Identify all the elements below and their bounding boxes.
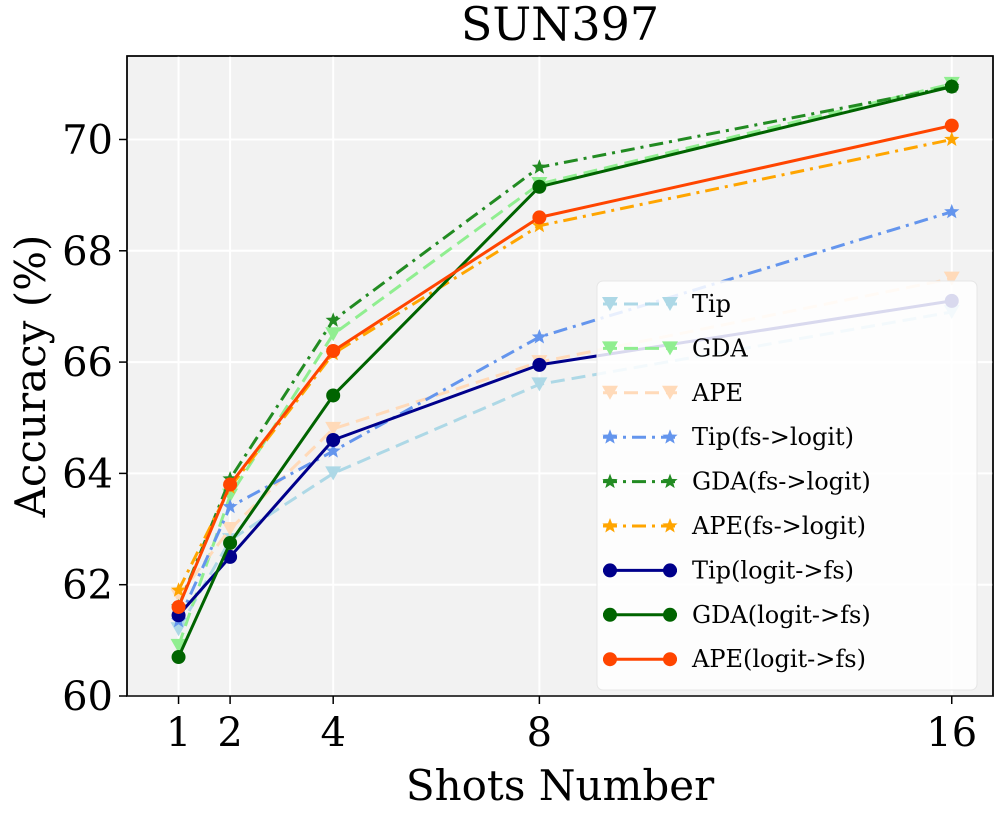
- x-tick-label: 2: [217, 710, 242, 756]
- data-point: [171, 599, 186, 614]
- data-point: [223, 477, 238, 492]
- legend-marker: [603, 563, 617, 578]
- legend-marker: [602, 297, 618, 311]
- legend-item: Tip(logit->fs): [603, 556, 854, 584]
- data-point: [532, 357, 547, 372]
- legend-label: APE(logit->fs): [691, 645, 866, 673]
- legend-marker: [663, 652, 677, 667]
- data-point: [326, 388, 341, 403]
- legend-label: Tip(fs->logit): [692, 423, 854, 451]
- legend-label: APE: [691, 379, 743, 407]
- legend-item: Tip: [602, 290, 731, 318]
- y-tick-label: 66: [62, 340, 113, 386]
- legend-label: GDA: [692, 334, 748, 362]
- legend-item: GDA: [602, 334, 748, 362]
- data-point: [325, 312, 341, 327]
- data-point: [531, 377, 548, 392]
- legend-marker: [602, 385, 618, 400]
- data-point: [532, 179, 547, 194]
- legend-marker: [662, 473, 678, 489]
- axis-ticks: 1 2 4 8 16 60 62 64 66 68 70: [62, 117, 977, 756]
- series-group: [171, 118, 959, 614]
- data-point: [944, 131, 960, 146]
- y-tick-label: 62: [62, 563, 113, 609]
- legend-marker: [662, 518, 678, 533]
- legend-label: APE(fs->logit): [691, 512, 866, 540]
- data-point: [170, 638, 187, 653]
- data-point: [170, 588, 187, 603]
- legend-label: GDA(logit->fs): [692, 601, 871, 629]
- data-point: [943, 271, 960, 286]
- data-point: [325, 466, 342, 481]
- legend-marker: [602, 518, 618, 533]
- data-point: [326, 343, 341, 358]
- legend-item: APE: [602, 379, 743, 407]
- legend-marker: [603, 607, 617, 622]
- data-point: [223, 535, 238, 550]
- data-point: [222, 522, 239, 537]
- legend-marker: [602, 429, 618, 444]
- data-point: [326, 433, 341, 447]
- x-tick-label: 1: [166, 710, 191, 756]
- legend-marker: [603, 652, 617, 667]
- series-line: [177, 82, 953, 647]
- series-group: [170, 271, 960, 603]
- data-point: [531, 159, 547, 174]
- legend-marker: [662, 385, 678, 400]
- data-point: [531, 217, 547, 233]
- y-tick-label: 70: [62, 117, 113, 163]
- data-point: [944, 79, 959, 94]
- data-point: [325, 443, 341, 458]
- data-point: [171, 650, 186, 665]
- data-point: [944, 118, 959, 133]
- legend-marker: [602, 341, 618, 356]
- y-axis-label: Accuracy (%): [6, 235, 55, 519]
- data-point: [170, 582, 187, 597]
- data-point: [944, 203, 960, 219]
- legend-label: Tip(logit->fs): [692, 556, 854, 584]
- legend-item: GDA(logit->fs): [603, 601, 871, 629]
- x-tick-label: 16: [926, 710, 977, 756]
- legend-marker: [663, 563, 677, 578]
- legend-item: APE(fs->logit): [602, 512, 866, 540]
- plot-frame: [126, 55, 994, 697]
- y-tick-label: 68: [62, 229, 113, 275]
- data-point: [532, 210, 547, 225]
- legend-box: [596, 280, 978, 691]
- x-axis-label: Shots Number: [406, 761, 715, 810]
- chart-title: SUN397: [461, 0, 659, 51]
- legend-marker: [602, 473, 618, 489]
- y-tick-label: 60: [62, 674, 113, 720]
- data-point: [325, 327, 342, 342]
- x-tick-label: 8: [527, 710, 552, 756]
- legend-item: APE(logit->fs): [603, 645, 866, 673]
- series-group: [171, 79, 959, 665]
- y-tick-label: 64: [62, 451, 113, 497]
- legend-label: GDA(fs->logit): [692, 468, 871, 496]
- legend-marker: [663, 607, 677, 622]
- data-point: [531, 329, 547, 344]
- data-point: [325, 421, 342, 436]
- legend-item: Tip(fs->logit): [602, 423, 854, 451]
- legend-marker: [662, 297, 678, 311]
- legend-marker: [662, 341, 678, 356]
- legend-marker: [662, 429, 678, 444]
- x-tick-label: 4: [320, 710, 345, 756]
- legend-label: Tip: [692, 290, 731, 318]
- legend-item: GDA(fs->logit): [602, 468, 871, 496]
- data-point: [222, 498, 238, 514]
- legend: Tip GDA APE Tip(fs->logit) GDA(fs->logit) APE…: [596, 280, 978, 691]
